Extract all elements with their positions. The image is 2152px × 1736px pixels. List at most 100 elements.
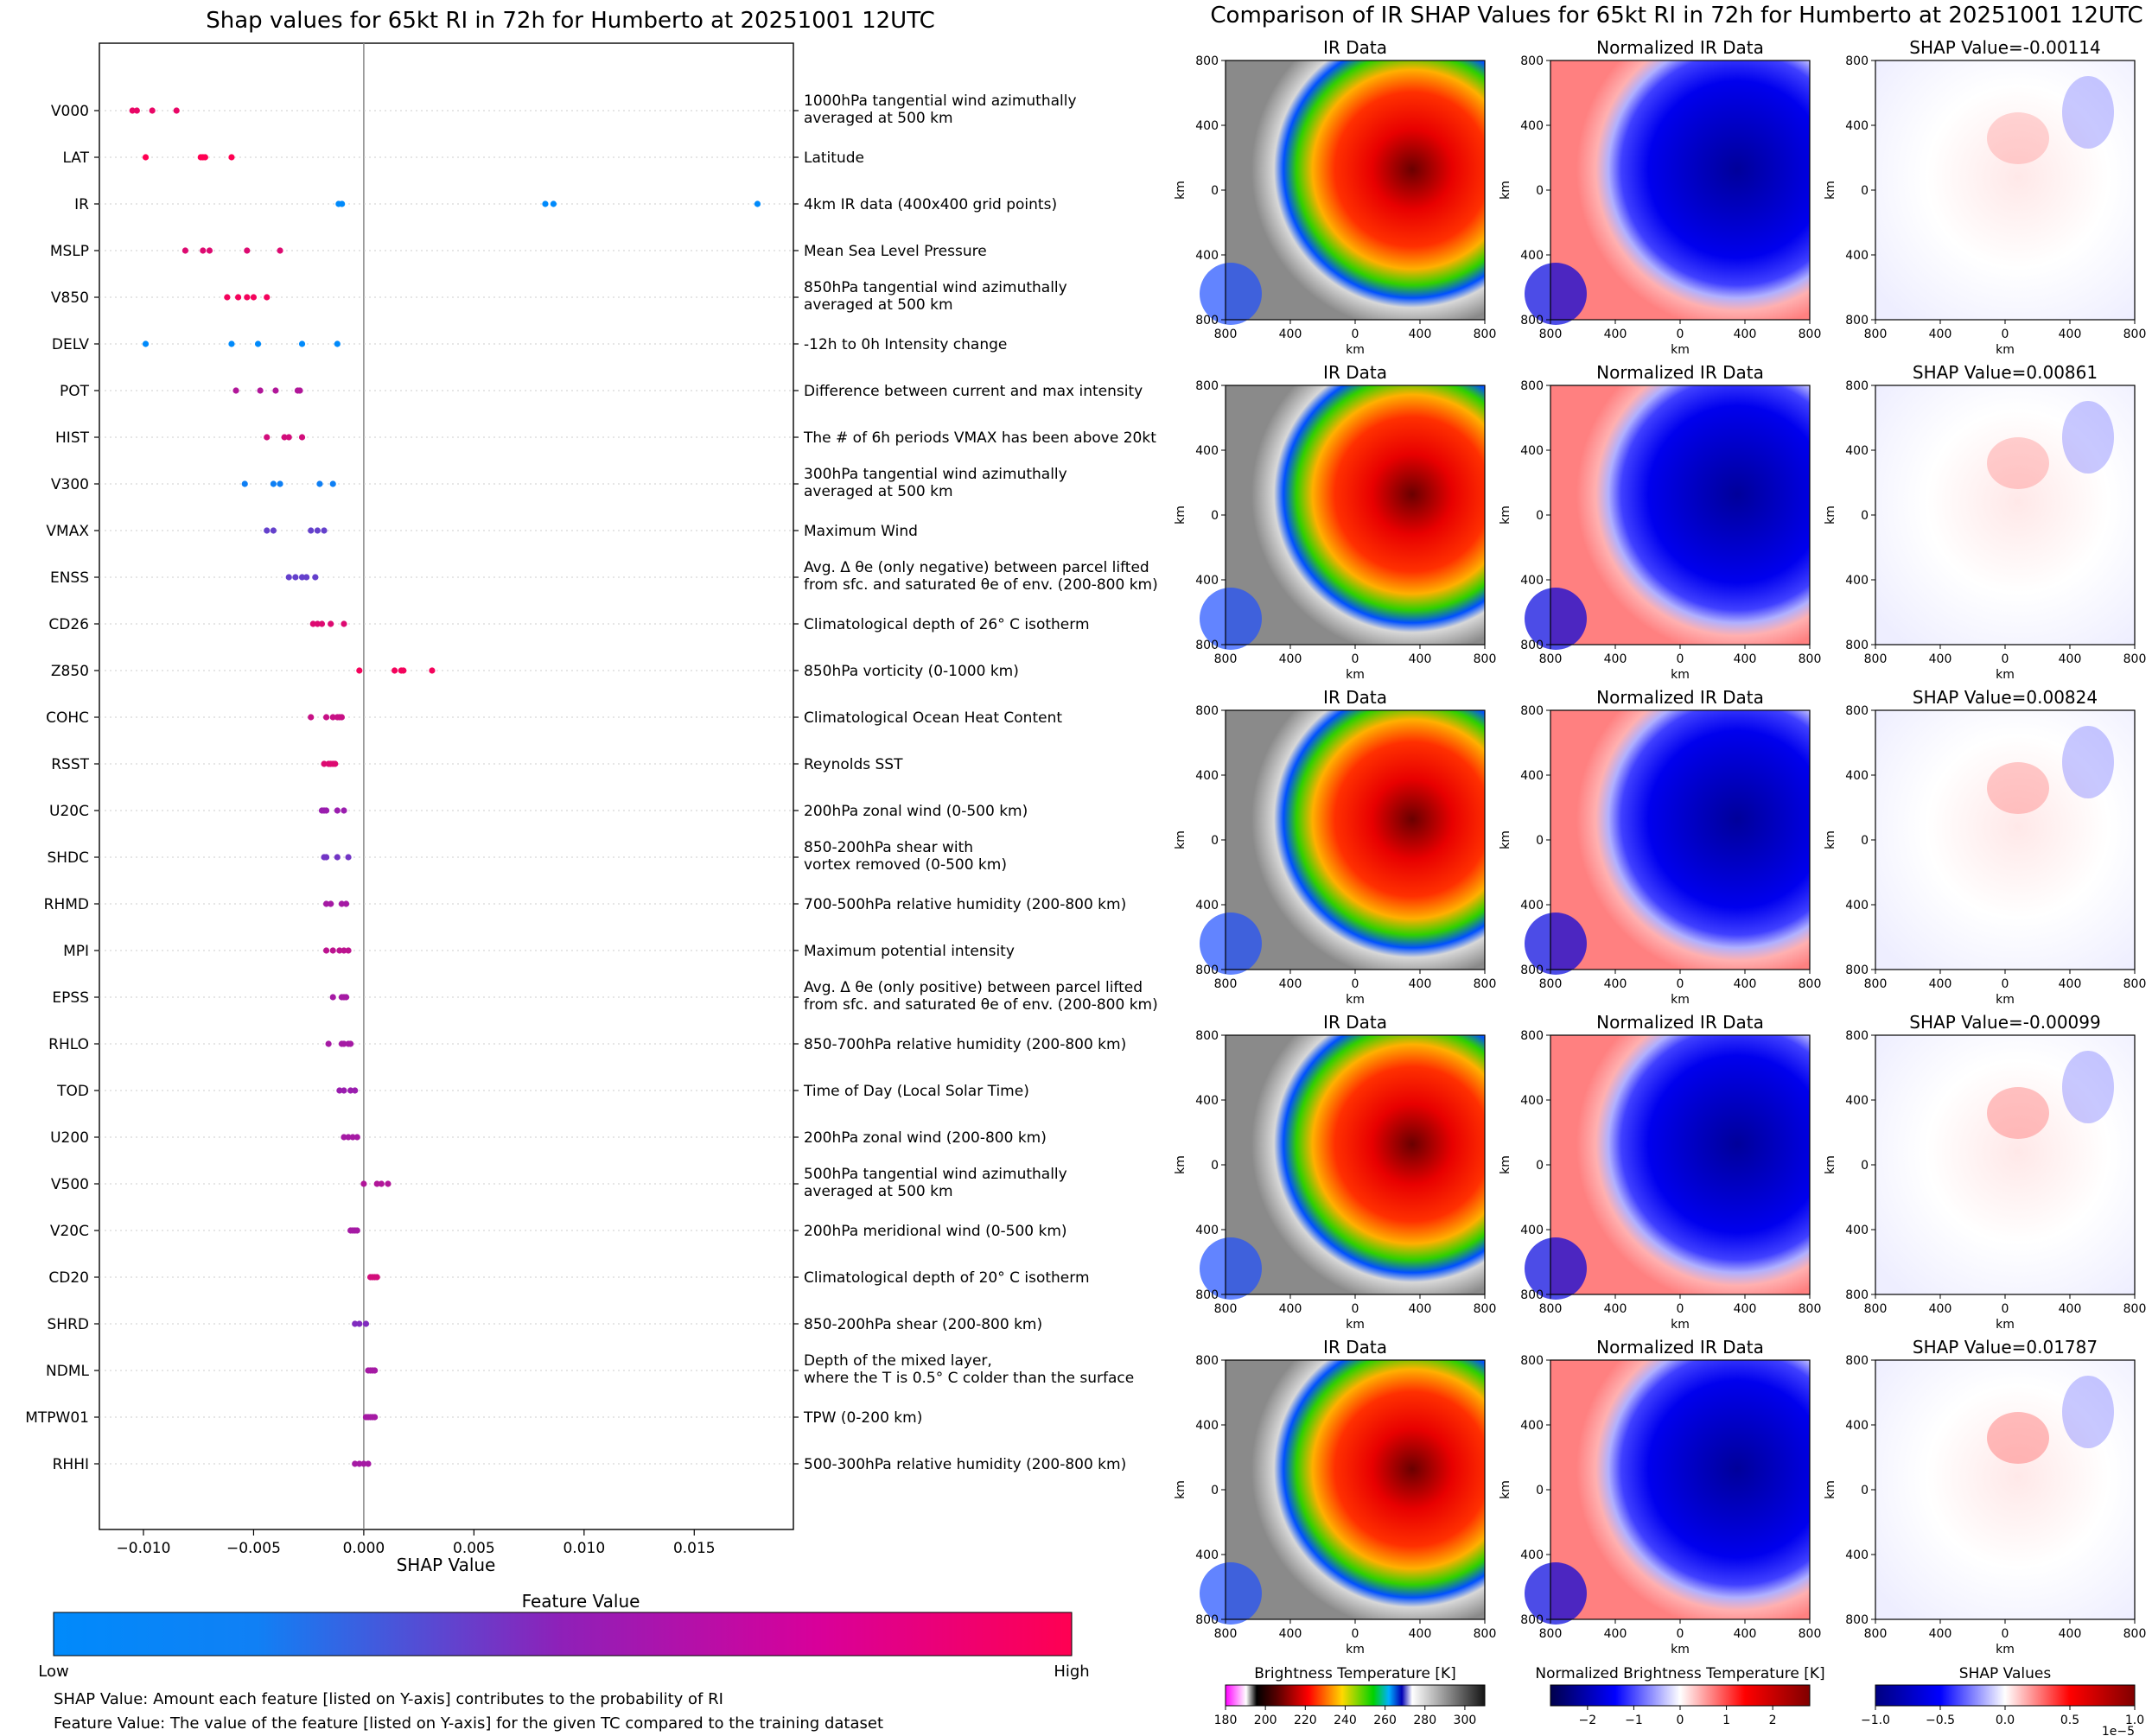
y-tick-label: 800	[1520, 639, 1544, 652]
shap-point	[264, 434, 271, 441]
x-tick-label: 800	[1864, 977, 1888, 991]
x-axis-label: km	[1671, 993, 1690, 1007]
feature-description: averaged at 500 km	[804, 1183, 953, 1200]
y-axis-label: km	[1174, 1480, 1187, 1499]
feature-label: U200	[50, 1129, 89, 1147]
feature-value-label: Feature Value	[522, 1591, 640, 1612]
x-axis-label: km	[1671, 343, 1690, 357]
feature-description: Maximum Wind	[804, 523, 918, 540]
x-axis-label: km	[1996, 993, 2015, 1007]
shap-point	[322, 900, 330, 907]
shap-negative-blob	[2062, 726, 2114, 798]
shap-point	[250, 294, 258, 301]
x-tick-label: 0	[1352, 1627, 1359, 1641]
y-tick-label: 800	[1520, 1613, 1544, 1627]
shap-point	[391, 667, 398, 674]
feature-description: 850hPa tangential wind azimuthally	[804, 279, 1067, 296]
shap-point	[322, 714, 330, 721]
panel-title: Normalized IR Data	[1596, 687, 1764, 708]
feature-label: RSST	[51, 756, 89, 773]
x-tick-label: 0	[2002, 977, 2009, 991]
low-label: Low	[38, 1663, 68, 1681]
shap-positive-blob	[1987, 437, 2049, 489]
secondary-storm	[1200, 913, 1262, 975]
panel-image	[1550, 1360, 1810, 1619]
colorbar-bar	[1550, 1684, 1811, 1707]
shap-point	[360, 1180, 367, 1187]
x-tick-label: 400	[1929, 1302, 1952, 1316]
colorbar-tick-label: 2	[1769, 1714, 1777, 1727]
x-tick-label: 400	[1929, 977, 1952, 991]
shap-point	[318, 620, 326, 627]
feature-description: Depth of the mixed layer,	[804, 1352, 992, 1370]
x-tick-label: 0	[1677, 1627, 1684, 1641]
shap-point	[373, 1274, 380, 1281]
x-tick-label: 0	[1352, 977, 1359, 991]
x-tick-label: 400	[1604, 1627, 1627, 1641]
x-tick-label: 800	[1539, 1627, 1563, 1641]
y-tick-label: 400	[1520, 574, 1544, 588]
shap-point	[277, 247, 283, 254]
y-tick-label: 0	[1536, 1159, 1544, 1173]
x-tick-label: 0.005	[453, 1540, 495, 1557]
x-tick-label: 800	[1474, 1302, 1497, 1316]
colorbar-bar	[1225, 1684, 1486, 1707]
feature-description: where the T is 0.5° C colder than the su…	[804, 1370, 1134, 1387]
feature-description: Time of Day (Local Solar Time)	[803, 1083, 1029, 1100]
right-title: Comparison of IR SHAP Values for 65kt RI…	[1210, 3, 2142, 29]
shap-point	[400, 667, 407, 674]
shap-point	[378, 1180, 385, 1187]
shap-point	[341, 620, 347, 627]
feature-description: Latitude	[804, 149, 864, 167]
x-tick-label: 800	[2123, 977, 2147, 991]
feature-label: U20C	[49, 803, 89, 820]
shap-map-panel: SHAP Value=0.017878008004004000040040080…	[1824, 1337, 2146, 1657]
x-axis-label: SHAP Value	[397, 1555, 496, 1575]
shap-point	[353, 1227, 360, 1234]
brightness-temp-colorbar: Brightness Temperature [K] 180 200 220 240 26…	[1214, 1665, 1486, 1727]
shap-point	[356, 1320, 363, 1327]
x-tick-label: 800	[1539, 327, 1563, 341]
x-tick-label: 400	[1734, 652, 1757, 666]
y-tick-label: 400	[1520, 444, 1544, 458]
feature-description: 200hPa zonal wind (200-800 km)	[804, 1129, 1047, 1147]
feature-description: Climatological depth of 26° C isotherm	[804, 616, 1090, 633]
panel-image	[1550, 385, 1810, 645]
y-tick-label: 400	[1520, 899, 1544, 913]
secondary-storm	[1200, 588, 1262, 650]
beeswarm-axes	[99, 42, 794, 1530]
x-tick-label: 0	[1677, 977, 1684, 991]
shap-point	[298, 574, 306, 581]
x-axis-label: km	[1346, 1643, 1365, 1657]
panel-image	[1875, 60, 2135, 320]
feature-description: 850hPa vorticity (0-1000 km)	[804, 663, 1019, 680]
feature-description: Mean Sea Level Pressure	[804, 243, 987, 260]
shap-point	[356, 1460, 363, 1467]
x-tick-label: 400	[1734, 1302, 1757, 1316]
x-tick-label: 400	[1279, 1302, 1302, 1316]
shap-point	[244, 247, 251, 254]
y-tick-label: 400	[1845, 1224, 1869, 1237]
feature-label: COHC	[46, 709, 89, 727]
shap-point	[270, 480, 277, 487]
colorbar-label: Brightness Temperature [K]	[1254, 1665, 1455, 1682]
y-tick-label: 800	[1520, 54, 1544, 68]
left-title: Shap values for 65kt RI in 72h for Humbe…	[206, 8, 934, 34]
feature-description: from sfc. and saturated θe of env. (200-…	[804, 576, 1158, 594]
shap-negative-blob	[2062, 401, 2114, 474]
shap-point	[270, 527, 277, 534]
panel-title: SHAP Value=0.01787	[1913, 1337, 2098, 1358]
shap-point	[314, 527, 321, 534]
x-tick-label: 400	[1409, 977, 1432, 991]
shap-point	[281, 434, 288, 441]
shap-map-panel: SHAP Value=-0.00099800800400400004004008…	[1824, 1012, 2146, 1332]
panel-image	[1550, 60, 1810, 320]
y-tick-label: 0	[1861, 1484, 1869, 1498]
feature-label: NDML	[46, 1363, 89, 1380]
x-tick-label: 400	[1279, 327, 1302, 341]
secondary-storm	[1525, 588, 1587, 650]
x-tick-label: 400	[1734, 1627, 1757, 1641]
y-tick-label: 800	[1520, 963, 1544, 977]
shap-point	[272, 387, 279, 394]
